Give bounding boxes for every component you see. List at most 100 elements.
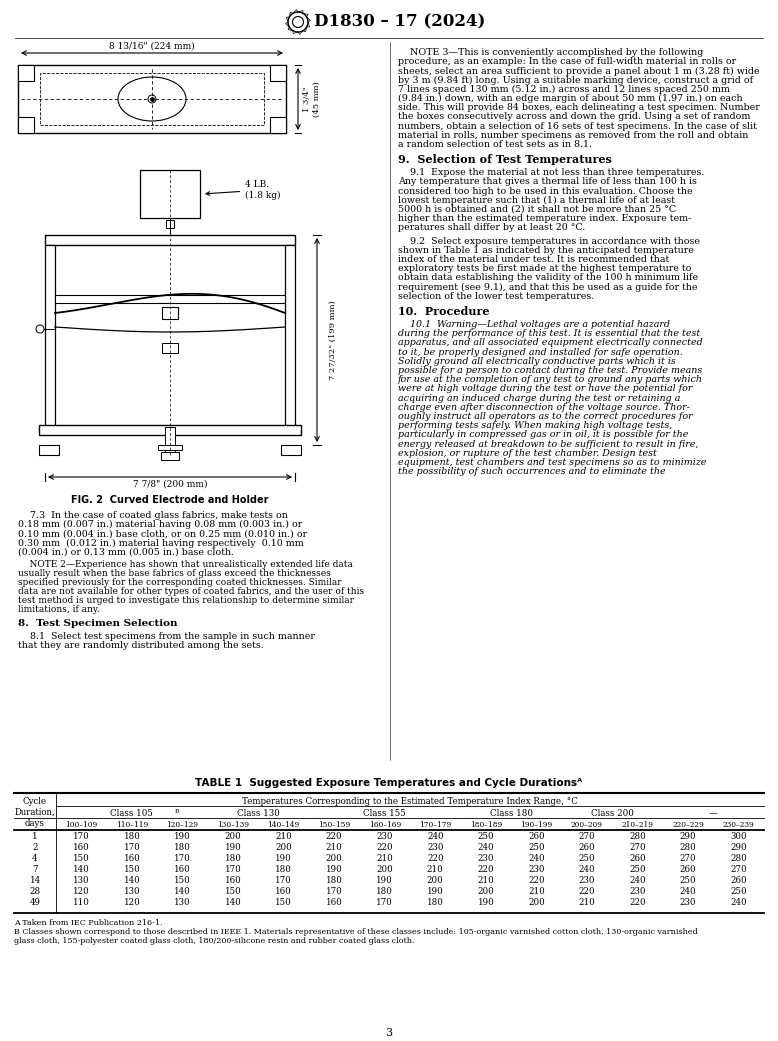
Text: 250: 250 (528, 843, 545, 852)
Text: 210: 210 (326, 843, 342, 852)
Text: Class 200: Class 200 (591, 809, 634, 818)
Bar (55, 295, 285, 303)
Text: 200: 200 (528, 898, 545, 907)
Text: to it, be properly designed and installed for safe operation.: to it, be properly designed and installe… (398, 348, 683, 357)
Text: 180–189: 180–189 (470, 821, 502, 829)
Text: FIG. 2  Curved Electrode and Holder: FIG. 2 Curved Electrode and Holder (72, 496, 268, 505)
Text: were at high voltage during the test or have the potential for: were at high voltage during the test or … (398, 384, 692, 393)
Bar (162, 342, 178, 353)
Text: 130: 130 (174, 898, 191, 907)
Text: glass cloth, 155-polyester coated glass cloth, 180/200-silicone resin and rubber: glass cloth, 155-polyester coated glass … (14, 937, 415, 945)
Text: 240: 240 (478, 843, 494, 852)
Text: 14: 14 (30, 875, 40, 885)
Text: 130: 130 (124, 887, 140, 896)
Bar (162, 307, 178, 319)
Text: considered too high to be used in this evaluation. Choose the: considered too high to be used in this e… (398, 186, 692, 196)
Text: 0.10 mm (0.004 in.) base cloth, or on 0.25 mm (0.010 in.) or: 0.10 mm (0.004 in.) base cloth, or on 0.… (18, 530, 307, 538)
Text: 290: 290 (680, 832, 696, 841)
Text: 100–109: 100–109 (65, 821, 97, 829)
Text: 140–149: 140–149 (268, 821, 300, 829)
Text: Class 130: Class 130 (237, 809, 279, 818)
Text: the possibility of such occurrences and to eliminate the: the possibility of such occurrences and … (398, 467, 666, 476)
Text: 170–179: 170–179 (419, 821, 451, 829)
Text: Temperatures Corresponding to the Estimated Temperature Index Range, °C: Temperatures Corresponding to the Estima… (242, 797, 578, 806)
Text: obtain data establishing the validity of the 100 h minimum life: obtain data establishing the validity of… (398, 274, 698, 282)
Text: NOTE 3—This is conveniently accomplished by the following: NOTE 3—This is conveniently accomplished… (398, 48, 703, 57)
Text: 260: 260 (579, 843, 595, 852)
Text: D1830 – 17 (2024): D1830 – 17 (2024) (314, 14, 485, 30)
Text: procedure, as an example: In the case of full-width material in rolls or: procedure, as an example: In the case of… (398, 57, 736, 67)
Bar (39, 445, 59, 455)
Text: 230–239: 230–239 (723, 821, 755, 829)
Text: Solidly ground all electrically conductive parts which it is: Solidly ground all electrically conducti… (398, 357, 676, 365)
Text: 140: 140 (73, 865, 89, 874)
Text: 240: 240 (528, 854, 545, 863)
Text: material in rolls, number specimens as removed from the roll and obtain: material in rolls, number specimens as r… (398, 131, 748, 139)
Text: 220: 220 (427, 854, 443, 863)
Text: by 3 m (9.84 ft) long. Using a suitable marking device, construct a grid of: by 3 m (9.84 ft) long. Using a suitable … (398, 76, 753, 84)
Text: B: B (174, 809, 179, 814)
Text: 160: 160 (275, 887, 292, 896)
Text: 8.  Test Specimen Selection: 8. Test Specimen Selection (18, 619, 177, 628)
Text: 190: 190 (174, 832, 191, 841)
Text: —: — (709, 809, 718, 818)
Text: 210: 210 (427, 865, 443, 874)
Text: 180: 180 (377, 887, 393, 896)
Text: 210–219: 210–219 (622, 821, 654, 829)
Text: 220: 220 (326, 832, 342, 841)
Text: particularly in compressed gas or in oil, it is possible for the: particularly in compressed gas or in oil… (398, 430, 689, 439)
Text: requirement (see 9.1), and that this be used as a guide for the: requirement (see 9.1), and that this be … (398, 282, 698, 291)
Text: that they are randomly distributed among the sets.: that they are randomly distributed among… (18, 641, 264, 651)
Text: B Classes shown correspond to those described in IEEE 1. Materials representativ: B Classes shown correspond to those desc… (14, 928, 698, 936)
Text: 260: 260 (629, 854, 646, 863)
Text: 190: 190 (427, 887, 443, 896)
Text: 220: 220 (579, 887, 595, 896)
Text: 150: 150 (275, 898, 292, 907)
Text: 270: 270 (579, 832, 595, 841)
Text: 290: 290 (731, 843, 747, 852)
Text: 280: 280 (629, 832, 646, 841)
Text: 180: 180 (124, 832, 140, 841)
Text: 230: 230 (579, 875, 595, 885)
Text: 110: 110 (73, 898, 89, 907)
Text: (9.84 in.) down, with an edge margin of about 50 mm (1.97 in.) on each: (9.84 in.) down, with an edge margin of … (398, 94, 743, 103)
Text: 190: 190 (326, 865, 342, 874)
Text: 200: 200 (326, 854, 342, 863)
Text: 160: 160 (73, 843, 89, 852)
Text: 49: 49 (30, 898, 40, 907)
Text: higher than the estimated temperature index. Exposure tem-: higher than the estimated temperature in… (398, 214, 692, 223)
Text: explosion, or rupture of the test chamber. Design test: explosion, or rupture of the test chambe… (398, 449, 657, 458)
Text: selection of the lower test temperatures.: selection of the lower test temperatures… (398, 291, 594, 301)
Text: 250: 250 (579, 854, 595, 863)
Text: 160–169: 160–169 (369, 821, 401, 829)
Text: the boxes consecutively across and down the grid. Using a set of random: the boxes consecutively across and down … (398, 112, 750, 122)
Text: specified previously for the corresponding coated thicknesses. Similar: specified previously for the correspondi… (18, 578, 342, 587)
Text: TABLE 1  Suggested Exposure Temperatures and Cycle Durationsᴬ: TABLE 1 Suggested Exposure Temperatures … (195, 778, 583, 788)
Text: 230: 230 (427, 843, 443, 852)
Text: 220: 220 (377, 843, 393, 852)
Bar (166, 220, 174, 228)
Text: 200: 200 (225, 832, 241, 841)
Text: 7 27/32" (199 mm): 7 27/32" (199 mm) (329, 300, 337, 380)
Bar (40, 73, 264, 125)
Text: apparatus, and all associated equipment electrically connected: apparatus, and all associated equipment … (398, 338, 703, 348)
Text: 160: 160 (326, 898, 342, 907)
Text: 250: 250 (478, 832, 494, 841)
Text: 140: 140 (174, 887, 191, 896)
Text: 230: 230 (377, 832, 393, 841)
Text: 180: 180 (326, 875, 342, 885)
Text: 200: 200 (377, 865, 393, 874)
Text: 120: 120 (124, 898, 140, 907)
Text: 240: 240 (629, 875, 646, 885)
Text: 7.3  In the case of coated glass fabrics, make tests on: 7.3 In the case of coated glass fabrics,… (18, 511, 288, 520)
Text: 260: 260 (528, 832, 545, 841)
Bar (18, 117, 34, 133)
Text: 130–139: 130–139 (217, 821, 249, 829)
Text: 4: 4 (32, 854, 38, 863)
Text: performing tests safely. When making high voltage tests,: performing tests safely. When making hig… (398, 422, 672, 430)
Text: 190: 190 (275, 854, 292, 863)
Text: 220: 220 (629, 898, 646, 907)
Text: for use at the completion of any test to ground any parts which: for use at the completion of any test to… (398, 375, 703, 384)
Text: a random selection of test sets as in 8.1.: a random selection of test sets as in 8.… (398, 139, 592, 149)
Text: 250: 250 (680, 875, 696, 885)
